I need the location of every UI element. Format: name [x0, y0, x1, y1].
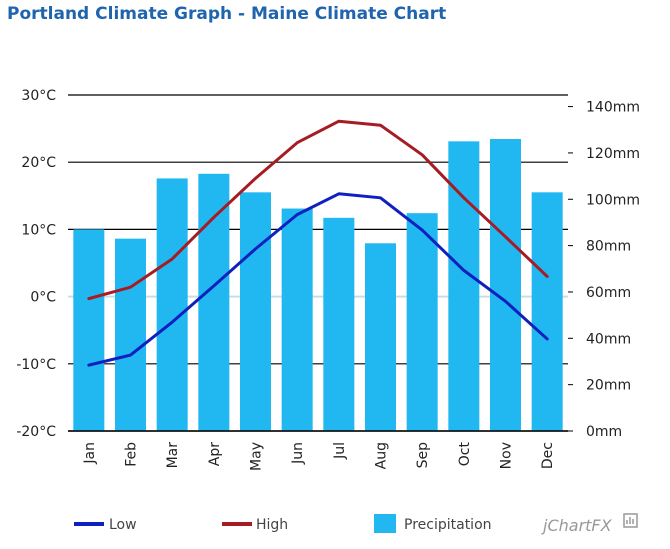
y-left-tick-label: 0°C	[30, 290, 56, 306]
precipitation-bar-may	[240, 192, 271, 431]
y-left-axis: -20°C -10°C 0°C 10°C 20°C 30°C	[16, 88, 56, 440]
brand-logo: jChartFX	[541, 516, 613, 535]
precipitation-bar-jul	[323, 217, 355, 431]
y-left-tick-label: -10°C	[16, 357, 56, 373]
y-right-tick-label: 0mm	[586, 424, 622, 440]
low-temperature-line	[87, 192, 549, 367]
x-tick-label-jun: Jun	[290, 442, 306, 465]
precipitation-bar-aug	[365, 243, 396, 431]
line-series	[87, 119, 549, 367]
precipitation-bar-mar	[156, 178, 188, 431]
y-left-tick-label: -20°C	[16, 424, 56, 440]
chart-title: Portland Climate Graph - Maine Climate C…	[7, 4, 447, 24]
legend-high-label: High	[256, 517, 288, 533]
legend-precipitation-label: Precipitation	[404, 517, 492, 533]
x-tick-label-aug: Aug	[374, 442, 390, 469]
x-tick-label-jul: Jul	[332, 442, 348, 460]
y-right-tick-label: 20mm	[586, 378, 631, 394]
precipitation-bar-nov	[490, 139, 521, 431]
brand-chart-icon	[623, 513, 638, 528]
precipitation-bar-feb	[115, 238, 146, 431]
x-axis: Jan Feb Mar Apr May Jun Jul Aug Sep Oct Nov Dec	[68, 430, 568, 471]
y-left-tick-label: 20°C	[21, 155, 56, 171]
precipitation-bar-sep	[406, 213, 438, 431]
y-right-axis: 0mm 20mm 40mm 60mm 80mm 100mm 120mm 140mm	[568, 100, 640, 440]
x-tick-label-feb: Feb	[124, 442, 140, 467]
x-tick-label-apr: Apr	[207, 442, 223, 466]
y-right-tick-label: 100mm	[586, 192, 640, 208]
y-right-tick-label: 140mm	[586, 100, 640, 116]
x-tick-label-jan: Jan	[82, 442, 98, 465]
precipitation-bar-dec	[531, 192, 563, 431]
x-tick-label-mar: Mar	[165, 442, 181, 469]
precipitation-bar-oct	[448, 141, 480, 431]
y-right-tick-label: 80mm	[586, 239, 631, 255]
y-right-tick-label: 120mm	[586, 146, 640, 162]
y-left-tick-label: 10°C	[21, 222, 56, 238]
precipitation-bar-jun	[281, 208, 313, 431]
x-tick-label-may: May	[249, 442, 265, 471]
precipitation-bar-jan	[73, 229, 105, 431]
precipitation-bar-apr	[198, 173, 230, 432]
legend: Low High Precipitation	[74, 514, 492, 533]
y-right-tick-label: 60mm	[586, 285, 631, 301]
precipitation-bars	[73, 139, 563, 432]
y-left-tick-label: 30°C	[21, 88, 56, 104]
legend-precipitation-swatch	[374, 514, 396, 533]
x-tick-label-nov: Nov	[499, 442, 515, 469]
y-right-tick-label: 40mm	[586, 331, 631, 347]
x-tick-label-dec: Dec	[540, 442, 556, 469]
x-tick-label-oct: Oct	[457, 442, 473, 467]
x-tick-label-sep: Sep	[415, 442, 431, 469]
high-temperature-line	[87, 119, 549, 301]
legend-low-label: Low	[109, 517, 137, 533]
